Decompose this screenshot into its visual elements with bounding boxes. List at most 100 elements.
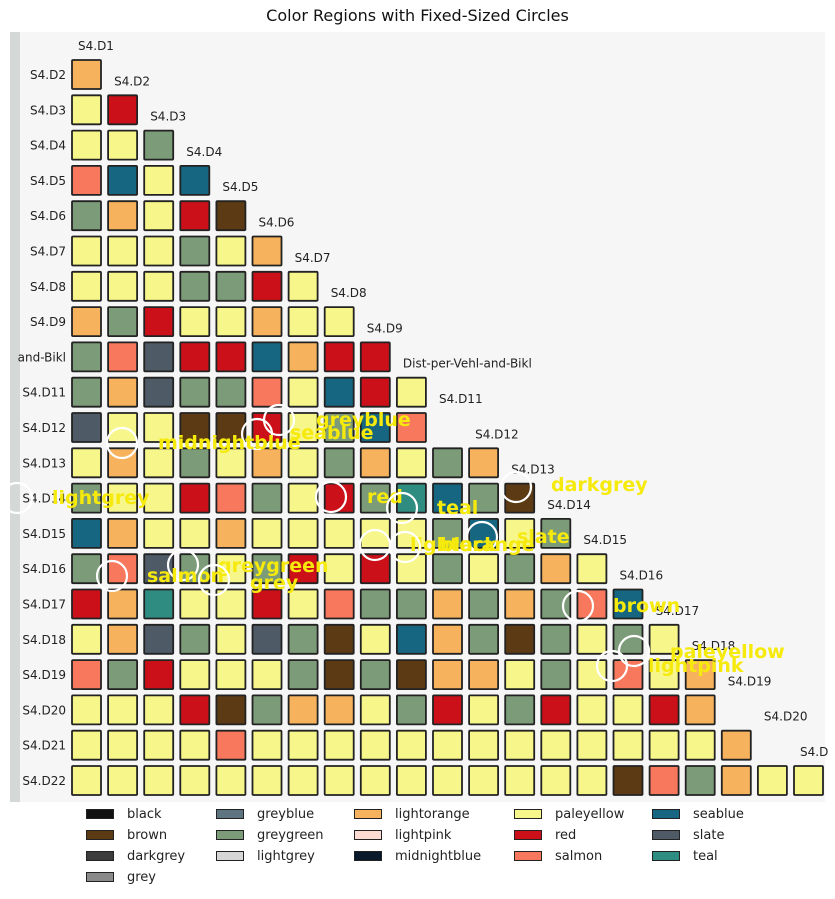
- cell-paleyellow: [71, 94, 102, 126]
- matrix-grid: [71, 59, 824, 796]
- row-label: S4.D16: [22, 562, 66, 576]
- row-label: S4.D22: [22, 774, 66, 788]
- cell-red: [540, 694, 572, 726]
- cell-paleyellow: [576, 623, 608, 655]
- cell-paleyellow: [648, 659, 680, 690]
- row-label: S4.D19: [22, 668, 66, 682]
- column-label: Dist-per-Vehl-and-Bikl: [403, 357, 532, 371]
- row-label: S4.D2: [30, 68, 66, 82]
- annotation-label: lightorange: [410, 534, 535, 556]
- legend-label: lightgrey: [257, 848, 315, 864]
- cell-paleyellow: [359, 729, 391, 761]
- column-label: S4.D16: [620, 569, 664, 583]
- cell-paleyellow: [395, 765, 427, 796]
- cell-paleyellow: [287, 482, 319, 514]
- cell-seablue: [107, 164, 138, 196]
- row-label: S4.D21: [22, 739, 66, 753]
- cell-greygreen: [71, 341, 102, 373]
- cell-paleyellow: [504, 729, 536, 761]
- cell-paleyellow: [576, 694, 608, 726]
- cell-paleyellow: [287, 588, 319, 620]
- annotation-circle: [197, 563, 231, 597]
- annotation-label: grey: [250, 572, 299, 594]
- cell-slate: [143, 553, 175, 585]
- row-label: S4.D4: [30, 139, 66, 153]
- cell-salmon: [251, 376, 283, 408]
- cell-greygreen: [504, 553, 536, 585]
- cell-paleyellow: [71, 694, 102, 726]
- legend-label: red: [555, 827, 577, 843]
- cell-paleyellow: [143, 482, 175, 514]
- legend-swatch: [354, 830, 382, 840]
- cell-lightorange: [684, 694, 716, 726]
- cell-seablue: [251, 341, 283, 373]
- column-label: S4.D14: [547, 498, 591, 512]
- cell-paleyellow: [215, 659, 247, 690]
- legend-swatch: [514, 851, 542, 861]
- legend-label: lightorange: [395, 806, 470, 822]
- cell-paleyellow: [71, 623, 102, 655]
- cell-brown: [612, 765, 644, 796]
- cell-paleyellow: [468, 694, 500, 726]
- cell-red: [287, 553, 319, 585]
- cell-paleyellow: [504, 659, 536, 690]
- cell-greygreen: [179, 447, 211, 479]
- column-label: S4.D3: [150, 110, 186, 124]
- cell-paleyellow: [143, 164, 175, 196]
- cell-seablue: [179, 164, 211, 196]
- cell-paleyellow: [71, 765, 102, 796]
- legend-label: paleyellow: [555, 806, 625, 822]
- column-label: S4.D13: [511, 463, 555, 477]
- cell-lightorange: [107, 518, 138, 549]
- cell-greygreen: [540, 518, 572, 549]
- cell-paleyellow: [287, 765, 319, 796]
- legend-item-greygreen: greygreen: [216, 825, 324, 845]
- cell-lightorange: [432, 623, 463, 655]
- cell-greygreen: [71, 376, 102, 408]
- cell-lightorange: [107, 623, 138, 655]
- cell-lightorange: [720, 729, 752, 761]
- cell-paleyellow: [287, 376, 319, 408]
- cell-greygreen: [432, 553, 463, 585]
- cell-greygreen: [179, 235, 211, 267]
- cell-paleyellow: [143, 765, 175, 796]
- cell-paleyellow: [395, 447, 427, 479]
- column-label: S4.D4: [186, 145, 222, 159]
- cell-greygreen: [395, 588, 427, 620]
- cell-paleyellow: [251, 765, 283, 796]
- annotation-circle: [240, 417, 274, 451]
- cell-slate: [143, 341, 175, 373]
- cell-paleyellow: [359, 518, 391, 549]
- cell-red: [107, 94, 138, 126]
- legend-label: salmon: [555, 848, 603, 864]
- cell-greygreen: [71, 553, 102, 585]
- cell-paleyellow: [215, 306, 247, 338]
- cell-paleyellow: [612, 729, 644, 761]
- cell-greygreen: [71, 482, 102, 514]
- row-label: S4.D18: [22, 633, 66, 647]
- cell-paleyellow: [215, 235, 247, 267]
- legend-label: teal: [693, 848, 718, 864]
- cell-red: [648, 694, 680, 726]
- cell-paleyellow: [179, 518, 211, 549]
- legend-item-lightgrey: lightgrey: [216, 846, 315, 866]
- cell-red: [179, 200, 211, 232]
- cell-salmon: [71, 659, 102, 690]
- column-label: S4.D17: [656, 604, 700, 618]
- cell-paleyellow: [215, 623, 247, 655]
- legend-item-seablue: seablue: [652, 804, 744, 824]
- cell-paleyellow: [540, 765, 572, 796]
- legend-swatch: [216, 851, 244, 861]
- cell-slate: [251, 623, 283, 655]
- cell-lightorange: [71, 59, 102, 90]
- cell-paleyellow: [179, 765, 211, 796]
- cell-red: [143, 306, 175, 338]
- annotation-circle: [385, 491, 419, 525]
- column-label: S4.D12: [475, 427, 519, 441]
- column-label: S4.D18: [692, 639, 736, 653]
- cell-salmon: [71, 164, 102, 196]
- cell-paleyellow: [251, 659, 283, 690]
- cell-lightorange: [359, 447, 391, 479]
- cell-greygreen: [323, 412, 355, 443]
